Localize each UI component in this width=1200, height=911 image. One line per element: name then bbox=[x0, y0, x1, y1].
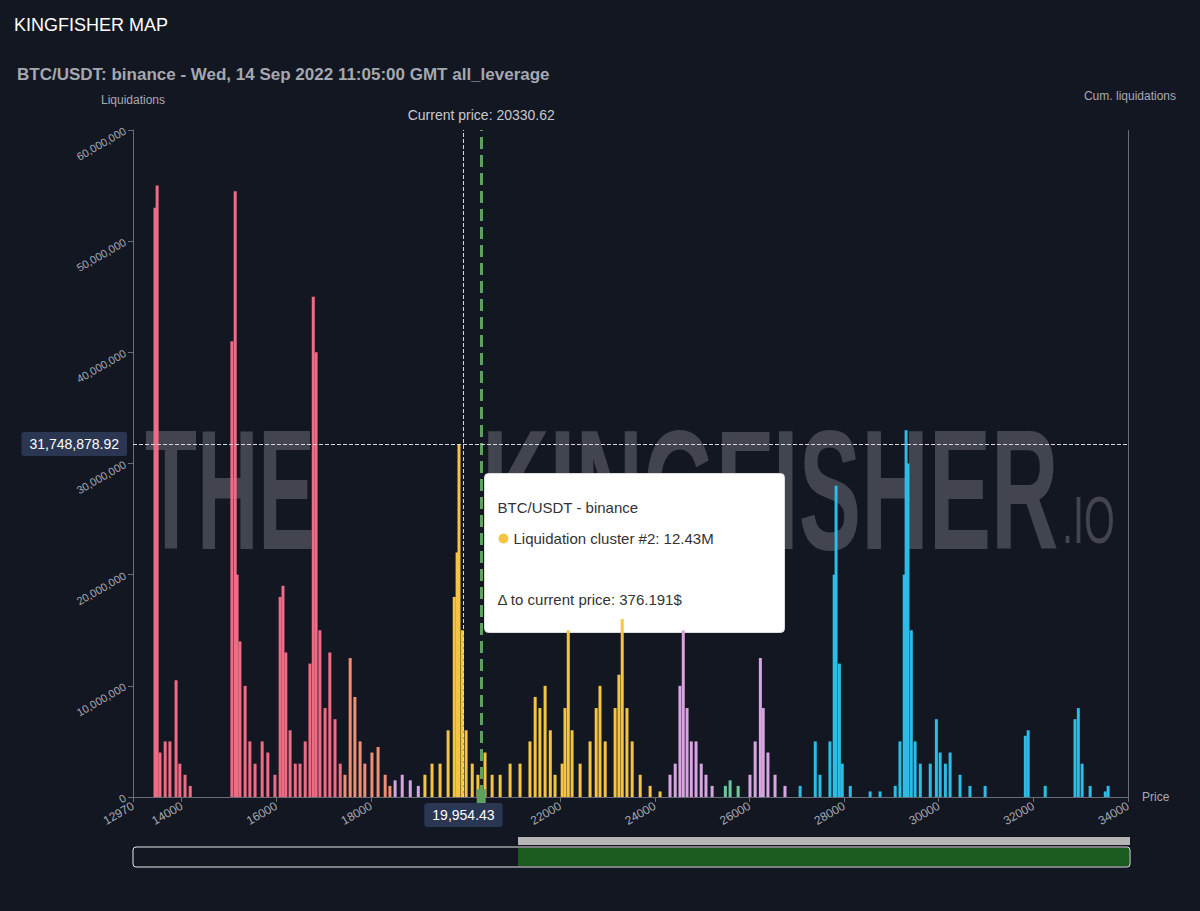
svg-text:Liquidations: Liquidations bbox=[101, 93, 165, 107]
svg-text:.IO: .IO bbox=[1062, 484, 1115, 558]
svg-text:BTC/USDT - binance: BTC/USDT - binance bbox=[498, 499, 639, 516]
svg-text:THE: THE bbox=[145, 395, 315, 585]
svg-text:30000: 30000 bbox=[906, 799, 942, 828]
svg-text:0: 0 bbox=[116, 791, 128, 806]
svg-text:18000: 18000 bbox=[339, 799, 375, 828]
svg-text:Δ to current price: 376.191$: Δ to current price: 376.191$ bbox=[498, 591, 683, 608]
svg-text:KINGFISHER MAP: KINGFISHER MAP bbox=[14, 15, 168, 35]
svg-text:19,954.43: 19,954.43 bbox=[432, 807, 494, 823]
svg-text:20,000,000: 20,000,000 bbox=[74, 569, 128, 607]
svg-text:Liquidation cluster #2: 12.43M: Liquidation cluster #2: 12.43M bbox=[514, 530, 714, 547]
svg-text:Cum. liquidations: Cum. liquidations bbox=[1084, 89, 1176, 103]
svg-text:BTC/USDT: binance - Wed, 14 Se: BTC/USDT: binance - Wed, 14 Sep 2022 11:… bbox=[17, 65, 550, 84]
svg-text:34000: 34000 bbox=[1096, 799, 1132, 828]
svg-text:24000: 24000 bbox=[623, 799, 659, 828]
svg-text:32000: 32000 bbox=[1001, 799, 1037, 828]
svg-text:22000: 22000 bbox=[528, 799, 564, 828]
svg-text:16000: 16000 bbox=[244, 799, 280, 828]
svg-text:10,000,000: 10,000,000 bbox=[74, 681, 128, 719]
svg-text:50,000,000: 50,000,000 bbox=[74, 236, 128, 274]
svg-text:12970: 12970 bbox=[101, 799, 137, 828]
svg-text:60,000,000: 60,000,000 bbox=[74, 125, 128, 163]
svg-text:26000: 26000 bbox=[717, 799, 753, 828]
svg-text:Price: Price bbox=[1142, 790, 1170, 804]
svg-text:Current price: 20330.62: Current price: 20330.62 bbox=[408, 107, 555, 123]
svg-text:40,000,000: 40,000,000 bbox=[74, 347, 128, 385]
svg-text:28000: 28000 bbox=[812, 799, 848, 828]
svg-text:30,000,000: 30,000,000 bbox=[74, 458, 128, 496]
svg-text:14000: 14000 bbox=[149, 799, 185, 828]
svg-text:31,748,878.92: 31,748,878.92 bbox=[29, 436, 119, 452]
